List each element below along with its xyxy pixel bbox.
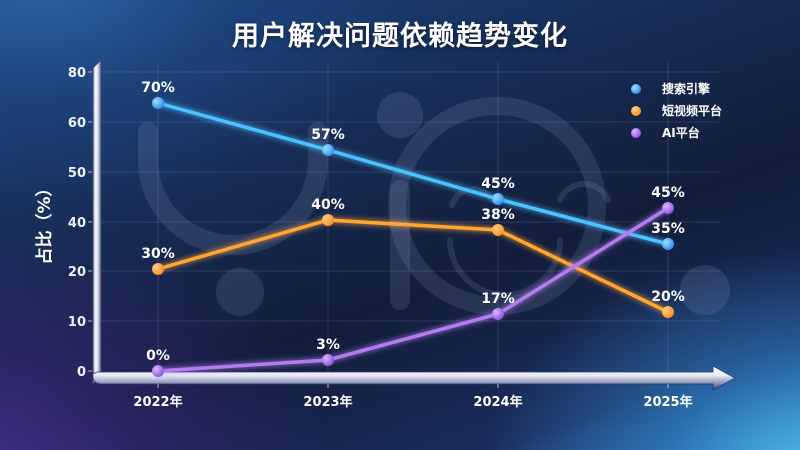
watermark-decoration <box>138 97 611 315</box>
data-point[interactable] <box>152 365 164 377</box>
data-label: 35% <box>651 221 685 237</box>
data-label: 70% <box>141 80 175 96</box>
data-label: 57% <box>311 127 345 143</box>
y-axis: 80 60 50 40 20 10 0 占比（%） <box>34 59 102 385</box>
data-label: 45% <box>481 176 515 192</box>
data-label: 17% <box>481 291 515 307</box>
data-label: 38% <box>481 207 515 223</box>
y-tick-label: 0 <box>77 365 86 380</box>
y-tick-label: 60 <box>68 116 86 131</box>
data-label: 20% <box>651 289 685 305</box>
data-label: 30% <box>141 246 175 262</box>
data-point[interactable] <box>322 214 334 226</box>
data-label: 3% <box>316 337 340 353</box>
y-axis-label: 占比（%） <box>34 179 55 264</box>
data-point[interactable] <box>662 306 674 318</box>
y-tick-label: 40 <box>68 216 86 231</box>
data-label: 40% <box>311 197 345 213</box>
series-short-video: 30% 40% 38% 20% <box>141 197 685 318</box>
legend-label: 搜索引擎 <box>662 81 710 96</box>
legend-item-short-video[interactable]: 短视频平台 <box>620 103 722 118</box>
series-search-engine: 70% 57% 45% 35% <box>141 80 685 250</box>
legend-marker-icon <box>631 128 641 138</box>
y-tick-label: 20 <box>68 265 86 280</box>
data-point[interactable] <box>152 263 164 275</box>
data-point[interactable] <box>662 202 674 214</box>
x-tick-label: 2024年 <box>473 394 522 410</box>
y-tick-label: 10 <box>68 315 86 330</box>
data-point[interactable] <box>152 97 164 109</box>
x-tick-label: 2022年 <box>133 394 182 410</box>
chart-title: 用户解决问题依赖趋势变化 <box>232 21 568 52</box>
legend-marker-icon <box>631 106 641 116</box>
data-point[interactable] <box>662 238 674 250</box>
legend-item-search-engine[interactable]: 搜索引擎 <box>620 81 710 96</box>
legend-marker-icon <box>631 84 641 94</box>
legend-label: AI平台 <box>662 125 700 140</box>
data-point[interactable] <box>492 224 504 236</box>
data-label: 45% <box>651 185 685 201</box>
x-tick-label: 2025年 <box>643 394 692 410</box>
y-tick-label: 80 <box>68 66 86 81</box>
x-tick-label: 2023年 <box>303 394 352 410</box>
legend-item-ai-platform[interactable]: AI平台 <box>620 125 700 140</box>
data-label: 0% <box>146 348 170 364</box>
data-point[interactable] <box>492 308 504 320</box>
y-tick-label: 50 <box>68 166 86 181</box>
legend-label: 短视频平台 <box>662 103 722 118</box>
watermark-dots <box>216 92 730 316</box>
data-point[interactable] <box>322 144 334 156</box>
x-axis: 2022年 2023年 2024年 2025年 <box>92 365 736 410</box>
data-point[interactable] <box>492 193 504 205</box>
legend: 搜索引擎 短视频平台 AI平台 <box>620 81 722 140</box>
series-ai-platform: 0% 3% 17% 45% <box>146 185 685 377</box>
data-point[interactable] <box>322 354 334 366</box>
